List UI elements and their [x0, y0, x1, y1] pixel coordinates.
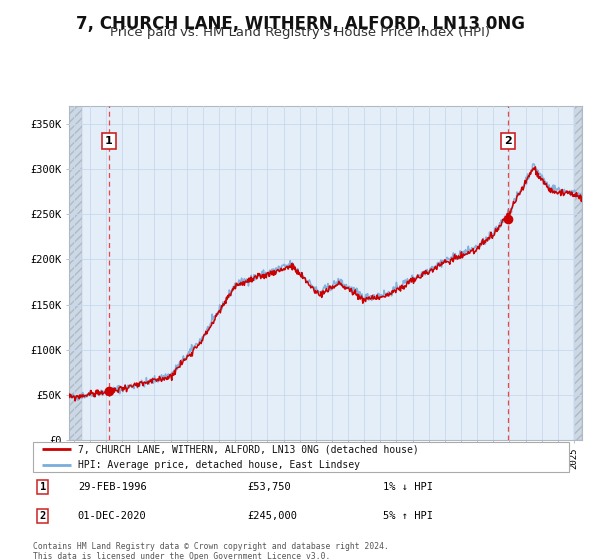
Bar: [69, 106, 82, 440]
Bar: [574, 106, 582, 440]
Text: £53,750: £53,750: [247, 482, 291, 492]
Text: 1: 1: [105, 137, 113, 146]
Text: Contains HM Land Registry data © Crown copyright and database right 2024.
This d: Contains HM Land Registry data © Crown c…: [33, 542, 389, 560]
Text: 29-FEB-1996: 29-FEB-1996: [78, 482, 146, 492]
FancyBboxPatch shape: [33, 442, 569, 472]
Text: 2: 2: [504, 137, 512, 146]
Bar: [69, 106, 82, 440]
Bar: [574, 106, 582, 440]
Text: 5% ↑ HPI: 5% ↑ HPI: [383, 511, 433, 521]
Text: 7, CHURCH LANE, WITHERN, ALFORD, LN13 0NG (detached house): 7, CHURCH LANE, WITHERN, ALFORD, LN13 0N…: [78, 444, 419, 454]
Text: Price paid vs. HM Land Registry's House Price Index (HPI): Price paid vs. HM Land Registry's House …: [110, 26, 490, 39]
Text: 1% ↓ HPI: 1% ↓ HPI: [383, 482, 433, 492]
Text: HPI: Average price, detached house, East Lindsey: HPI: Average price, detached house, East…: [78, 460, 360, 470]
Text: 7, CHURCH LANE, WITHERN, ALFORD, LN13 0NG: 7, CHURCH LANE, WITHERN, ALFORD, LN13 0N…: [76, 15, 524, 32]
Text: £245,000: £245,000: [247, 511, 297, 521]
Text: 01-DEC-2020: 01-DEC-2020: [78, 511, 146, 521]
Text: 1: 1: [40, 482, 46, 492]
Text: 2: 2: [40, 511, 46, 521]
